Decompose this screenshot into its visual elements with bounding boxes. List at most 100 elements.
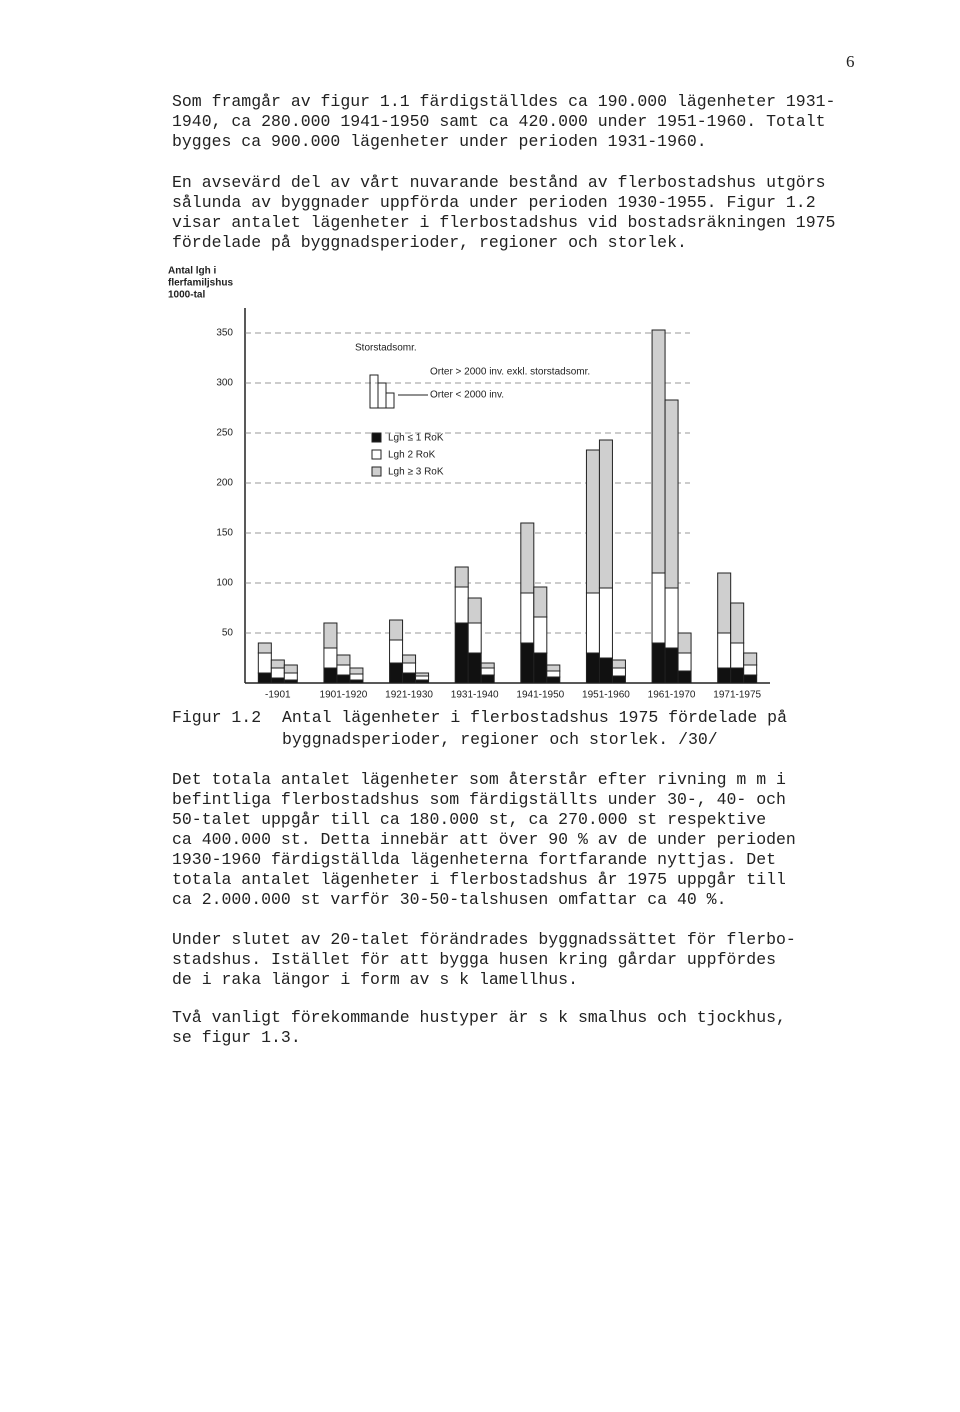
x-tick-label: 1971-1975 [713,690,761,701]
bar-segment [546,664,561,672]
text-line: ca 400.000 st. Detta innebär att över 90… [172,830,796,849]
bar-segment [467,622,482,654]
bar-segment [743,674,758,684]
legend-swatch [371,432,382,443]
bar-segment [664,399,679,589]
y-tick-label: 350 [216,328,233,339]
bar-segment [402,662,417,674]
bar-segment [611,667,626,677]
bar-segment [717,667,732,684]
x-tick-label: -1901 [265,690,291,701]
bar-segment [270,659,285,669]
text-line: Två vanligt förekommande hustyper är s k… [172,1008,786,1027]
bar-segment [270,677,285,684]
text-line: 1930-1960 färdigställda lägenheterna for… [172,850,776,869]
bar-segment [323,667,338,684]
bar-segment [677,632,692,654]
bar-segment [389,639,404,664]
bar-segment [323,647,338,669]
caption-line: byggnadsperioder, regioner och storlek. … [282,730,718,749]
bar-segment [415,672,430,677]
bar-segment [454,622,469,684]
legend-label: Lgh ≤ 1 RoK [388,433,444,444]
bar-segment [651,329,666,574]
bar-segment [467,597,482,624]
y-tick-label: 150 [216,528,233,539]
text-line: de i raka längor i form av s k lamellhus… [172,970,578,989]
bar-segment [257,642,272,654]
legend-icon [369,374,379,409]
legend-icon [377,382,387,409]
bar-segment [520,592,535,644]
text-line: 1940, ca 280.000 1941-1950 samt ca 420.0… [172,112,826,131]
text-line: se figur 1.3. [172,1028,301,1047]
x-tick-label: 1961-1970 [648,690,696,701]
bar-segment [336,654,351,666]
bar-segment [585,592,600,654]
y-axis-label: Antal lgh i [168,266,217,277]
bar-segment [480,667,495,676]
bar-segment [480,662,495,669]
legend-swatch [371,466,382,477]
legend-region: Orter > 2000 inv. exkl. storstadsomr. [430,367,590,378]
bar-segment [585,652,600,684]
text-line: Under slutet av 20-talet förändrades byg… [172,930,796,949]
bar-segment [546,676,561,684]
caption-line: Antal lägenheter i flerbostadshus 1975 f… [282,708,787,727]
bar-segment [533,652,548,684]
x-tick-label: 1931-1940 [451,690,499,701]
y-tick-label: 200 [216,478,233,489]
bar-segment [546,670,561,678]
y-tick-label: 50 [222,628,234,639]
bar-segment [533,616,548,654]
x-tick-label: 1951-1960 [582,690,630,701]
bar-segment [730,642,745,669]
text-line: stadshus. Istället för att bygga husen k… [172,950,776,969]
bar-segment [533,586,548,618]
bar-segment [454,586,469,624]
bar-segment [677,652,692,672]
bar-segment [677,670,692,684]
legend-label: Lgh 2 RoK [388,450,436,461]
bar-segment [520,522,535,594]
text-line: bygges ca 900.000 lägenheter under perio… [172,132,707,151]
bar-segment [283,672,298,681]
bar-segment [402,654,417,664]
y-tick-label: 100 [216,578,233,589]
bar-segment [651,642,666,684]
bar-segment [598,587,613,659]
bar-segment [730,602,745,644]
y-tick-label: 250 [216,428,233,439]
page-number: 6 [846,52,855,71]
bar-segment [585,449,600,594]
bar-segment [467,652,482,684]
bar-segment [389,619,404,641]
bar-segment [454,566,469,588]
text-line: En avsevärd del av vårt nuvarande bestån… [172,173,826,192]
legend-region: Orter < 2000 inv. [430,390,504,401]
text-line: befintliga flerbostadshus som färdigstäl… [172,790,786,809]
y-tick-label: 300 [216,378,233,389]
bar-segment [598,657,613,684]
bar-segment [402,672,417,684]
bar-segment [349,673,364,681]
bar-segment [664,587,679,649]
bar-segment [270,667,285,679]
bar-segment [520,642,535,684]
legend-region: Storstadsomr. [355,343,417,354]
bar-segment [743,664,758,676]
x-tick-label: 1921-1930 [385,690,433,701]
text-line: visar antalet lägenheter i flerbostadshu… [172,213,836,232]
bar-segment [664,647,679,684]
bar-segment [389,662,404,684]
text-line: sålunda av byggnader uppförda under peri… [172,193,816,212]
legend-label: Lgh ≥ 3 RoK [388,467,444,478]
text-line: Det totala antalet lägenheter som återst… [172,770,786,789]
bar-segment [257,652,272,674]
text-line: totala antalet lägenheter i flerbostadsh… [172,870,786,889]
text-line: 50-talet uppgår till ca 180.000 st, ca 2… [172,810,767,829]
y-axis-label: flerfamiljshus [168,278,233,289]
bar-segment [730,667,745,684]
text-line: ca 2.000.000 st varför 30-50-talshusen o… [172,890,727,909]
